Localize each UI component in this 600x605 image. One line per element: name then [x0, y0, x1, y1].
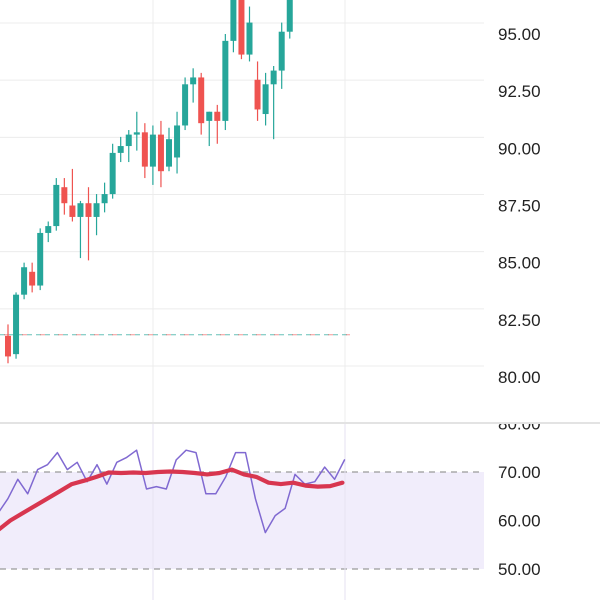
candle-body: [270, 70, 277, 85]
candle[interactable]: [5, 324, 11, 364]
candle-body: [125, 134, 132, 147]
price-axis: 80.00 82.50 85.00 87.50 90.00 92.50 95.00: [498, 25, 541, 387]
price-tick-label: 85.00: [498, 254, 541, 273]
candle-body: [13, 294, 20, 355]
candle-body: [174, 125, 181, 158]
candle-body: [278, 31, 285, 71]
candle-body: [166, 139, 172, 167]
candle-body: [206, 111, 213, 121]
candle[interactable]: [85, 187, 92, 261]
candle[interactable]: [141, 123, 148, 179]
candle-body: [214, 111, 221, 121]
candle-body: [21, 267, 28, 295]
candle[interactable]: [53, 178, 60, 231]
candle-body: [198, 77, 205, 124]
candle-body: [182, 84, 189, 126]
candle-body: [246, 22, 253, 55]
rsi-average-line[interactable]: [0, 467, 345, 532]
candle-body: [109, 152, 116, 195]
rsi-pane[interactable]: [0, 424, 484, 600]
price-tick-label: 95.00: [498, 25, 541, 44]
price-tick-label: 80.00: [498, 368, 541, 387]
candle[interactable]: [190, 68, 197, 103]
candle[interactable]: [166, 127, 172, 172]
candle-body: [157, 134, 164, 172]
candle[interactable]: [37, 228, 44, 291]
candle[interactable]: [286, 0, 293, 39]
rsi-tick-label: 60.00: [498, 512, 541, 531]
candle-body: [141, 132, 148, 167]
candle-body: [61, 187, 68, 204]
candle-body: [29, 271, 36, 286]
candle[interactable]: [206, 111, 213, 147]
rsi-tick-label: 50.00: [498, 560, 541, 579]
candle[interactable]: [125, 130, 132, 163]
candle[interactable]: [278, 22, 285, 89]
candle[interactable]: [61, 178, 68, 215]
rsi-line[interactable]: [0, 449, 346, 534]
candle[interactable]: [246, 6, 253, 62]
rsi-tick-label: 70.00: [498, 463, 541, 482]
candle[interactable]: [77, 200, 84, 259]
candle[interactable]: [29, 262, 36, 293]
candle-body: [230, 0, 237, 41]
candle-body: [77, 203, 84, 217]
axis-mask: [484, 410, 600, 423]
candle[interactable]: [214, 104, 221, 144]
candle-body: [85, 203, 92, 217]
candle-body: [93, 203, 100, 217]
candle-body: [133, 132, 140, 135]
candle-body: [262, 84, 269, 115]
candle-body: [238, 0, 245, 55]
candle[interactable]: [93, 194, 100, 236]
candle-body: [117, 146, 124, 153]
candle-body: [254, 79, 261, 110]
candle[interactable]: [238, 0, 245, 60]
candle[interactable]: [230, 0, 237, 53]
candle-body: [190, 77, 197, 85]
candle[interactable]: [45, 221, 52, 243]
candle[interactable]: [174, 111, 181, 174]
candle[interactable]: [157, 120, 164, 188]
candle-body: [101, 194, 108, 204]
pane-separator: [0, 422, 600, 424]
price-tick-label: 90.00: [498, 139, 541, 158]
candle[interactable]: [21, 262, 28, 300]
candle-body: [222, 40, 229, 121]
candle-body: [69, 205, 76, 217]
candle-body: [53, 184, 60, 227]
candle[interactable]: [262, 72, 269, 126]
price-tick-label: 92.50: [498, 82, 541, 101]
candle[interactable]: [149, 125, 156, 185]
candle[interactable]: [117, 136, 124, 163]
candle[interactable]: [270, 66, 277, 140]
axis-separator: [484, 422, 600, 424]
candle-body: [286, 0, 293, 32]
candle[interactable]: [198, 72, 205, 135]
candle[interactable]: [13, 292, 20, 359]
candle-body: [149, 134, 156, 167]
candle[interactable]: [109, 143, 116, 199]
candle-body: [5, 335, 11, 357]
candle[interactable]: [254, 61, 261, 121]
candle-body: [45, 226, 52, 233]
price-tick-label: 82.50: [498, 311, 541, 330]
candle-body: [37, 232, 44, 286]
candle[interactable]: [182, 77, 189, 131]
candle[interactable]: [69, 168, 76, 222]
candle[interactable]: [133, 111, 140, 151]
candle[interactable]: [101, 182, 108, 213]
price-tick-label: 87.50: [498, 197, 541, 216]
candle[interactable]: [222, 34, 229, 131]
rsi-band: [0, 472, 484, 569]
